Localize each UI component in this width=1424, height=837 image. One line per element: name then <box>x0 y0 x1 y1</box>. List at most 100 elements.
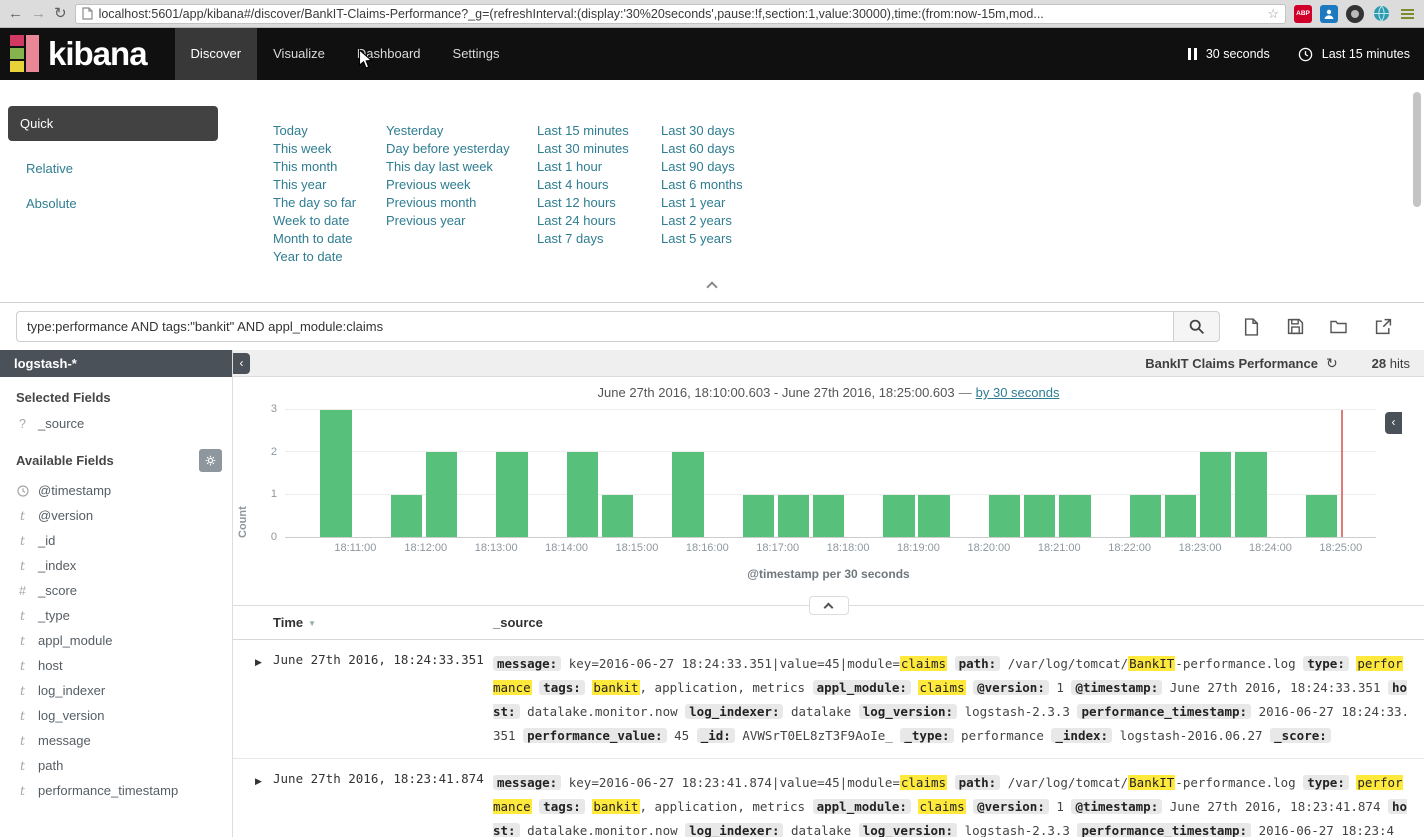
field-_id[interactable]: t _id <box>0 528 232 553</box>
new-search-button[interactable] <box>1238 314 1264 340</box>
sidebar-collapse-button[interactable]: ‹ <box>233 353 250 374</box>
quick-range-day-before-yesterday[interactable]: Day before yesterday <box>386 141 510 156</box>
histogram-bar[interactable] <box>425 452 458 537</box>
expand-row-button[interactable]: ▶ <box>255 657 262 667</box>
adblock-extension-icon[interactable]: ABP <box>1294 4 1312 23</box>
search-button[interactable] <box>1173 311 1220 342</box>
histogram-bar[interactable] <box>777 494 810 537</box>
histogram-bar[interactable] <box>1200 452 1232 537</box>
histogram-bar[interactable] <box>672 452 704 537</box>
quick-range-last-2-years[interactable]: Last 2 years <box>661 213 732 228</box>
save-search-button[interactable] <box>1282 314 1308 340</box>
nav-item-dashboard[interactable]: Dashboard <box>356 46 421 61</box>
quick-range-month-to-date[interactable]: Month to date <box>273 231 353 246</box>
histogram-bar[interactable] <box>390 494 422 537</box>
quick-range-today[interactable]: Today <box>273 123 308 138</box>
nav-item-discover[interactable]: Discover <box>174 28 258 80</box>
browser-forward-button[interactable]: → <box>31 5 46 22</box>
open-search-button[interactable] <box>1326 314 1352 340</box>
index-pattern-selector[interactable]: logstash-* <box>0 350 232 377</box>
quick-range-last-6-months[interactable]: Last 6 months <box>661 177 743 192</box>
histogram-bar[interactable] <box>1164 494 1197 537</box>
quick-range-last-1-hour[interactable]: Last 1 hour <box>537 159 603 174</box>
nav-item-settings[interactable]: Settings <box>452 46 500 61</box>
field-host[interactable]: t host <box>0 653 232 678</box>
quick-range-previous-year[interactable]: Previous year <box>386 213 466 228</box>
field-performance_timestamp[interactable]: t performance_timestamp <box>0 778 232 803</box>
browser-back-button[interactable]: ← <box>8 5 23 22</box>
share-button[interactable] <box>1370 314 1396 340</box>
timepicker-collapse-button[interactable] <box>698 276 726 298</box>
histogram-bar[interactable] <box>1305 494 1337 537</box>
url-bar[interactable]: localhost:5601/app/kibana#/discover/Bank… <box>74 3 1286 24</box>
histogram-bar[interactable] <box>566 452 598 537</box>
histogram-bar[interactable] <box>812 494 845 537</box>
quick-range-last-30-minutes[interactable]: Last 30 minutes <box>537 141 629 156</box>
histogram-bar[interactable] <box>988 494 1021 537</box>
refresh-saved-search-icon[interactable]: ↻ <box>1325 354 1338 371</box>
field-_index[interactable]: t _index <box>0 553 232 578</box>
quick-range-year-to-date[interactable]: Year to date <box>273 249 343 264</box>
quick-range-last-7-days[interactable]: Last 7 days <box>537 231 604 246</box>
quick-range-week-to-date[interactable]: Week to date <box>273 213 350 228</box>
field-@timestamp[interactable]: @timestamp <box>0 478 232 503</box>
kibana-logo[interactable]: kibana <box>0 28 161 80</box>
quick-range-this-day-last-week[interactable]: This day last week <box>386 159 493 174</box>
histogram-bar[interactable] <box>1059 494 1091 537</box>
quick-range-last-12-hours[interactable]: Last 12 hours <box>537 195 616 210</box>
quick-range-this-month[interactable]: This month <box>273 159 338 174</box>
quick-range-this-year[interactable]: This year <box>273 177 327 192</box>
field-_score[interactable]: # _score <box>0 578 232 603</box>
histogram-bar[interactable] <box>1024 494 1056 537</box>
quick-range-last-30-days[interactable]: Last 30 days <box>661 123 735 138</box>
field-appl_module[interactable]: t appl_module <box>0 628 232 653</box>
refresh-interval-label[interactable]: 30 seconds <box>1205 47 1270 61</box>
interval-link[interactable]: by 30 seconds <box>975 385 1060 400</box>
histogram-bar[interactable] <box>1235 452 1267 537</box>
globe-extension-icon[interactable] <box>1372 5 1390 23</box>
field-_source[interactable]: ? _source <box>0 411 232 436</box>
field-@version[interactable]: t @version <box>0 503 232 528</box>
quick-range-yesterday[interactable]: Yesterday <box>386 123 444 138</box>
quick-range-this-week[interactable]: This week <box>273 141 332 156</box>
browser-refresh-button[interactable]: ↻ <box>54 5 67 22</box>
timepicker-mode-quick[interactable]: Quick <box>8 106 218 141</box>
quick-range-last-60-days[interactable]: Last 60 days <box>661 141 735 156</box>
timepicker-mode-relative[interactable]: Relative <box>26 161 73 176</box>
field-settings-button[interactable] <box>199 449 222 472</box>
quick-range-the-day-so-far[interactable]: The day so far <box>273 195 357 210</box>
quick-range-last-90-days[interactable]: Last 90 days <box>661 159 735 174</box>
time-range-label[interactable]: Last 15 minutes <box>1321 47 1410 61</box>
search-input[interactable] <box>16 311 1173 342</box>
histogram-bar[interactable] <box>496 452 528 537</box>
quick-range-last-5-years[interactable]: Last 5 years <box>661 231 732 246</box>
quick-range-previous-month[interactable]: Previous month <box>386 195 477 210</box>
histogram-bar[interactable] <box>320 410 352 537</box>
pause-refresh-button[interactable] <box>1187 48 1197 60</box>
histogram-bar[interactable] <box>601 494 634 537</box>
histogram-bar[interactable] <box>883 494 915 537</box>
profile-extension-icon[interactable] <box>1320 4 1338 23</box>
quick-range-last-15-minutes[interactable]: Last 15 minutes <box>537 123 629 138</box>
quick-range-last-1-year[interactable]: Last 1 year <box>661 195 726 210</box>
extension-icon[interactable] <box>1346 4 1364 23</box>
expand-row-button[interactable]: ▶ <box>255 776 262 786</box>
quick-range-previous-week[interactable]: Previous week <box>386 177 471 192</box>
histogram-bar[interactable] <box>742 494 774 537</box>
timepicker-mode-absolute[interactable]: Absolute <box>26 196 77 211</box>
histogram-collapse-button[interactable] <box>808 596 849 615</box>
field-log_version[interactable]: t log_version <box>0 703 232 728</box>
browser-menu-icon[interactable] <box>1398 5 1416 23</box>
quick-range-last-4-hours[interactable]: Last 4 hours <box>537 177 609 192</box>
quick-range-last-24-hours[interactable]: Last 24 hours <box>537 213 616 228</box>
bookmark-star-icon[interactable]: ☆ <box>1267 5 1279 21</box>
histogram-bar[interactable] <box>918 494 950 537</box>
field-log_indexer[interactable]: t log_indexer <box>0 678 232 703</box>
field-message[interactable]: t message <box>0 728 232 753</box>
nav-item-visualize[interactable]: Visualize <box>273 46 325 61</box>
chart-collapse-right-button[interactable]: ‹ <box>1385 412 1402 434</box>
time-column-header[interactable]: Time ▼ <box>273 615 317 630</box>
field-path[interactable]: t path <box>0 753 232 778</box>
histogram-bar[interactable] <box>1129 494 1162 537</box>
field-_type[interactable]: t _type <box>0 603 232 628</box>
